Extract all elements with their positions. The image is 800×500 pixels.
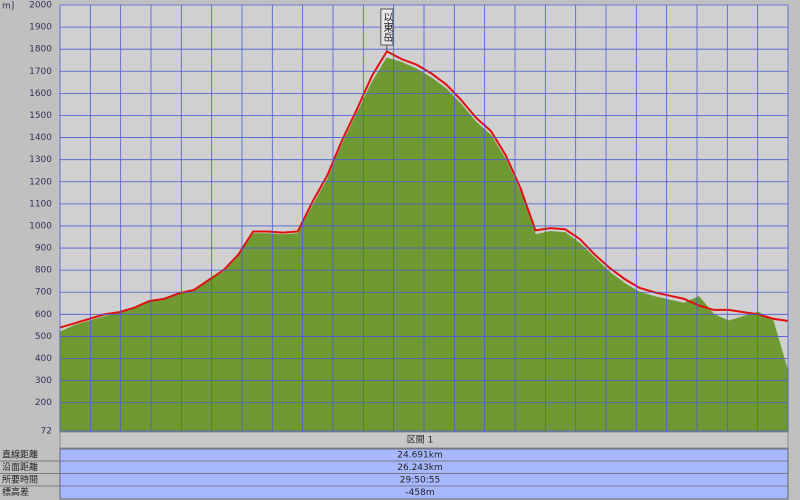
y-tick-label: 1400 — [29, 133, 52, 143]
y-tick-label: 1300 — [29, 155, 52, 165]
y-tick-label: 200 — [35, 398, 52, 408]
y-tick-label: 900 — [35, 244, 52, 254]
y-tick-label: 1700 — [29, 67, 52, 77]
y-tick-label: 500 — [35, 332, 52, 342]
y-tick-label: 800 — [35, 266, 52, 276]
row-label: 標高差 — [2, 486, 29, 498]
y-tick-label: 2000 — [29, 1, 52, 11]
y-tick-label: 400 — [35, 354, 52, 364]
row-label: 所要時間 — [2, 475, 38, 486]
y-tick-label: 1600 — [29, 89, 52, 99]
y-axis-label: m] — [2, 2, 14, 12]
table-header: 区間 1 — [407, 435, 434, 446]
row-value: -458m — [405, 488, 434, 498]
y-tick-label: 1900 — [29, 23, 52, 33]
y-tick-label: 72 — [41, 427, 52, 437]
summary-table: 区間 1 直線距離 24.691km 沿面距離 26.243km 所要時間 29:50:5… — [0, 431, 789, 500]
y-tick-label: 1000 — [29, 221, 52, 231]
annotation: 以東岳 — [381, 12, 393, 43]
row-value: 26.243km — [397, 463, 442, 473]
row-value: 24.691km — [397, 451, 442, 461]
row-label: 沿面距離 — [2, 461, 38, 473]
y-tick-label: 700 — [35, 288, 52, 298]
row-label: 直線距離 — [2, 449, 38, 461]
annotation-box — [380, 8, 394, 46]
y-tick-label: 1200 — [29, 177, 52, 187]
y-tick-label: 1100 — [29, 199, 52, 209]
y-tick-label: 1800 — [29, 45, 52, 55]
row-value: 29:50:55 — [400, 476, 440, 486]
y-tick-label: 300 — [35, 376, 52, 386]
table-header-bg — [59, 431, 789, 449]
y-tick-label: 1500 — [29, 111, 52, 121]
y-tick-label: 600 — [35, 310, 52, 320]
